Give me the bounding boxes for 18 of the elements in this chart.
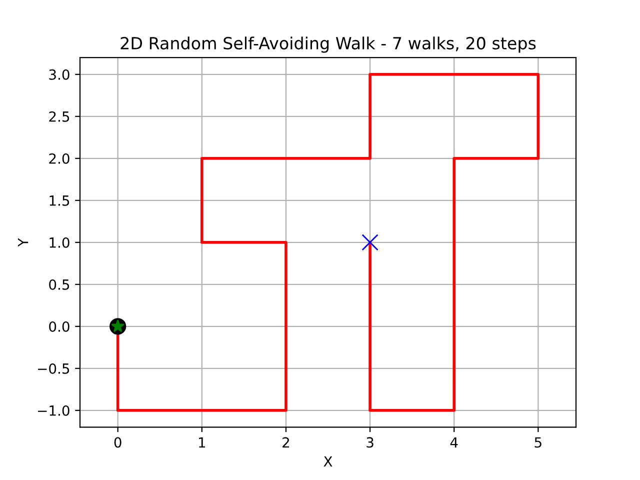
x-tick-label: 5 xyxy=(534,437,542,448)
chart-title: 2D Random Self-Avoiding Walk - 7 walks, 20 steps xyxy=(120,36,536,53)
y-tick-label: 1.5 xyxy=(50,196,70,206)
x-tick-label: 3 xyxy=(366,437,374,448)
y-tick-label: 1.0 xyxy=(50,237,70,248)
y-tick-label: 0.5 xyxy=(49,279,70,290)
y-axis-title: Y xyxy=(18,238,28,247)
x-axis-title: X xyxy=(324,456,332,466)
y-tick-label: 0.0 xyxy=(49,321,70,332)
x-tick-label: 1 xyxy=(199,437,206,448)
x-tick-label: 4 xyxy=(450,437,458,448)
y-tick-label: −0.5 xyxy=(38,363,70,374)
y-tick-label: 3.0 xyxy=(49,69,70,80)
y-tick-label: 2.5 xyxy=(49,111,70,122)
y-tick-label: 2.0 xyxy=(49,153,70,164)
x-tick-label: 0 xyxy=(114,437,122,448)
y-tick-label: −1.0 xyxy=(38,405,70,416)
x-tick-label: 2 xyxy=(282,437,289,448)
